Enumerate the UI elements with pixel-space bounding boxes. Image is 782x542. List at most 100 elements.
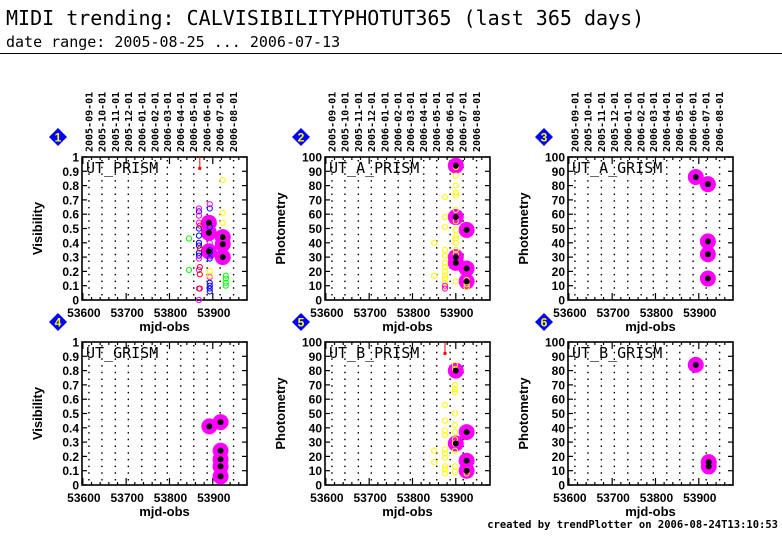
x-tick-label: 53700 xyxy=(353,306,387,320)
open-point-yellow xyxy=(441,417,449,424)
open-point-blue xyxy=(206,282,213,289)
y-tick-label: 80 xyxy=(552,179,566,193)
y-tick-label: 80 xyxy=(309,179,323,193)
date-tick-label: 2005-10-01 xyxy=(97,92,108,152)
open-point-yellow xyxy=(441,213,449,221)
y-tick-label: 100 xyxy=(302,336,322,350)
open-point-yellow xyxy=(441,454,449,461)
open-point-blue xyxy=(206,205,213,212)
open-point-yellow xyxy=(441,450,449,457)
panel-title: UT_A_GRISM xyxy=(572,159,662,177)
open-point-green xyxy=(185,266,193,274)
open-point-magenta xyxy=(195,205,203,212)
open-point-yellow xyxy=(451,361,459,368)
filled-point xyxy=(452,214,459,221)
filled-point xyxy=(463,467,470,474)
panel-1: 1 2005-09-01 2005-10-01 2005-11-01 2005-12-0… xyxy=(30,92,248,334)
open-point-yellow xyxy=(452,172,459,179)
x-tick-label: 53800 xyxy=(640,306,674,320)
y-tick-label: 60 xyxy=(552,393,566,407)
open-point-yellow xyxy=(441,401,449,409)
y-tick-label: 60 xyxy=(309,393,323,407)
y-tick-label: 0 xyxy=(558,294,565,308)
y-tick-label: 90 xyxy=(552,165,566,179)
date-tick-label: 2006-07-01 xyxy=(459,92,470,152)
date-tick-label: 2005-12-01 xyxy=(367,92,378,152)
y-tick-label: 50 xyxy=(309,222,323,236)
open-point-yellow xyxy=(441,463,449,470)
y-tick-label: 1 xyxy=(72,151,79,165)
date-tick-label: 2006-08-01 xyxy=(229,92,240,152)
panel-number-badge-icon xyxy=(292,128,310,146)
x-axis-label: mjd-obs xyxy=(382,319,433,334)
y-tick-label: 40 xyxy=(309,236,323,250)
x-tick-label: 53900 xyxy=(683,306,717,320)
open-point-yellow xyxy=(451,410,459,417)
date-tick-label: 2006-08-01 xyxy=(472,92,483,152)
filled-point xyxy=(217,456,224,463)
filled-point xyxy=(205,219,212,226)
open-point-yellow xyxy=(451,388,459,396)
footer-credit: created by trendPlotter on 2006-08-24T13… xyxy=(487,519,778,531)
date-tick-label: 2005-11-01 xyxy=(597,92,608,152)
y-tick-label: 50 xyxy=(552,222,566,236)
filled-point xyxy=(452,259,459,266)
y-tick-label: 0.4 xyxy=(62,421,79,435)
filled-point xyxy=(463,226,470,233)
date-tick-label: 2006-06-01 xyxy=(446,92,457,152)
filled-point xyxy=(452,367,459,374)
panel-3: 3 2005-09-01 2005-10-01 2005-11-01 2005-12-0… xyxy=(516,92,734,334)
outlier-marker xyxy=(198,166,202,170)
y-tick-label: 50 xyxy=(552,407,566,421)
y-tick-label: 0 xyxy=(558,479,565,493)
y-tick-label: 0.8 xyxy=(62,364,79,378)
open-point-red xyxy=(196,245,203,252)
y-tick-label: 60 xyxy=(552,208,566,222)
open-point-blue xyxy=(206,279,213,286)
open-point-red xyxy=(196,271,203,278)
panel-title: UT_GRISM xyxy=(86,344,158,362)
y-tick-label: 90 xyxy=(309,350,323,364)
date-tick-label: 2006-02-01 xyxy=(394,92,405,152)
y-tick-label: 90 xyxy=(309,165,323,179)
date-tick-label: 2005-11-01 xyxy=(111,92,122,152)
open-point-red xyxy=(196,285,203,292)
x-tick-label: 53800 xyxy=(640,491,674,505)
date-tick-label: 2006-01-01 xyxy=(380,92,391,152)
y-tick-label: 0.4 xyxy=(62,236,79,250)
y-tick-label: 80 xyxy=(309,364,323,378)
date-tick-label: 2005-09-01 xyxy=(84,92,95,152)
open-point-blue xyxy=(195,249,203,256)
y-tick-label: 0.2 xyxy=(62,265,79,279)
open-point-blue xyxy=(195,225,203,232)
y-tick-label: 0.8 xyxy=(62,179,79,193)
open-point-blue xyxy=(195,239,203,246)
x-axis-label: mjd-obs xyxy=(625,504,676,519)
open-point-yellow xyxy=(441,193,449,201)
x-tick-label: 53700 xyxy=(110,306,144,320)
y-tick-label: 30 xyxy=(552,251,566,265)
filled-point xyxy=(452,254,459,261)
panel-title: UT_B_PRISM xyxy=(329,344,419,362)
filled-point xyxy=(217,447,224,454)
open-point-green xyxy=(222,275,229,282)
y-axis-label: Photometry xyxy=(273,192,288,265)
x-tick-label: 53700 xyxy=(596,491,630,505)
filled-point xyxy=(205,248,212,255)
open-point-magenta xyxy=(441,285,449,292)
y-axis-label: Photometry xyxy=(516,192,531,265)
open-point-yellow xyxy=(452,239,459,246)
y-tick-label: 10 xyxy=(552,279,566,293)
filled-point xyxy=(463,429,470,436)
panel-title: UT_A_PRISM xyxy=(329,159,419,177)
open-point-yellow xyxy=(452,206,459,214)
panel-number-badge-icon xyxy=(292,313,310,331)
date-tick-label: 2006-04-01 xyxy=(419,92,430,152)
open-point-yellow xyxy=(431,272,438,279)
x-tick-label: 53900 xyxy=(197,306,231,320)
y-tick-label: 20 xyxy=(309,265,323,279)
open-point-green xyxy=(222,282,229,289)
